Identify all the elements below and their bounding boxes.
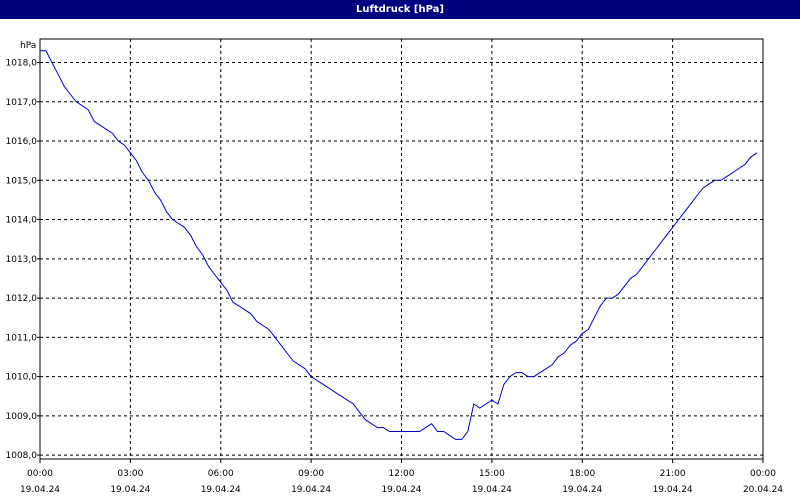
x-tick-date: 19.04.24 [110, 485, 150, 495]
y-tick-label: 1016,0 [6, 137, 38, 147]
y-tick-label: 1008,0 [6, 451, 38, 461]
y-tick-label: 1011,0 [6, 333, 38, 343]
x-tick-date: 19.04.24 [472, 485, 512, 495]
x-tick-time: 06:00 [208, 469, 234, 479]
y-tick-label: 1015,0 [6, 176, 38, 186]
x-tick-time: 00:00 [750, 469, 776, 479]
y-tick-label: 1018,0 [6, 59, 38, 69]
x-tick-time: 09:00 [298, 469, 324, 479]
x-tick-date: 19.04.24 [653, 485, 693, 495]
x-tick-date: 19.04.24 [20, 485, 60, 495]
x-tick-date: 19.04.24 [201, 485, 241, 495]
y-axis: 1008,0 1009,0 1010,0 1011,0 1012,0 1013,0 1014… [6, 59, 40, 461]
y-axis-label: hPa [20, 41, 36, 51]
x-tick-date: 19.04.24 [381, 485, 421, 495]
y-tick-label: 1014,0 [6, 216, 38, 226]
x-tick-date: 19.04.24 [291, 485, 331, 495]
y-tick-label: 1013,0 [6, 255, 38, 265]
x-tick-time: 21:00 [660, 469, 686, 479]
y-tick-label: 1012,0 [6, 294, 38, 304]
grid-lines [40, 39, 763, 459]
x-tick-date: 20.04.24 [743, 485, 783, 495]
y-tick-label: 1009,0 [6, 412, 38, 422]
chart-title: Luftdruck [hPa] [0, 0, 800, 19]
y-tick-label: 1010,0 [6, 373, 38, 383]
x-tick-time: 03:00 [117, 469, 143, 479]
x-tick-time: 15:00 [479, 469, 505, 479]
x-axis: 00:00 19.04.24 03:00 19.04.24 06:00 19.04.24 0… [20, 459, 783, 495]
x-tick-time: 12:00 [389, 469, 415, 479]
x-tick-date: 19.04.24 [562, 485, 602, 495]
y-tick-label: 1017,0 [6, 98, 38, 108]
x-tick-time: 00:00 [27, 469, 53, 479]
series-line [40, 50, 758, 440]
x-tick-time: 18:00 [569, 469, 595, 479]
